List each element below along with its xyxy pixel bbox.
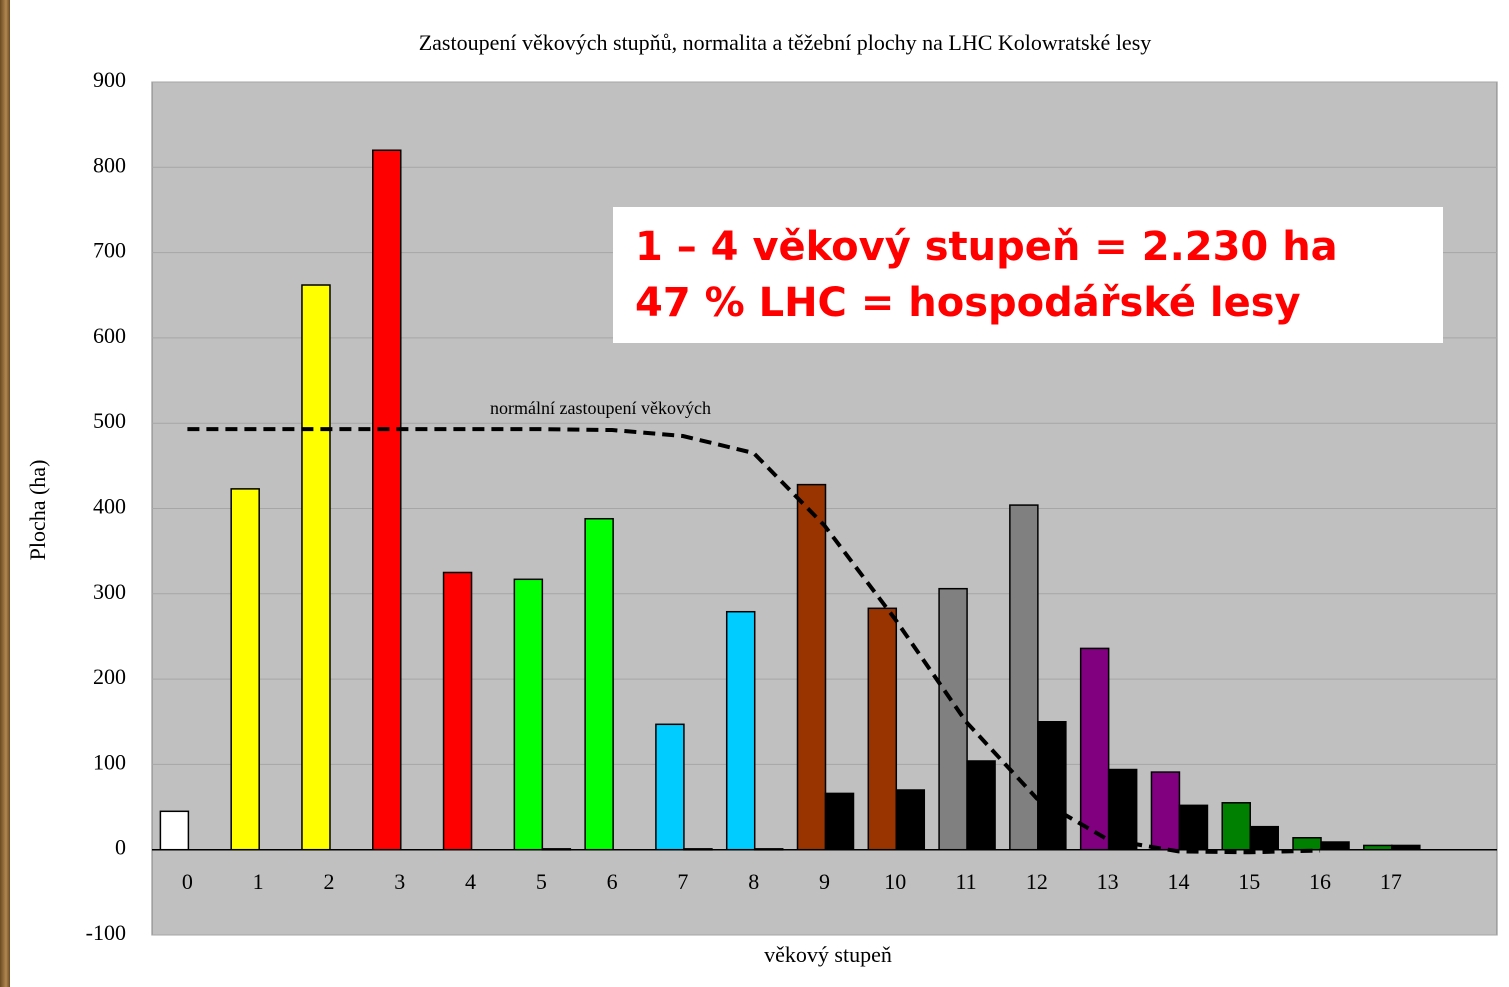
y-axis-label: Plocha (ha): [25, 460, 50, 561]
bar: [1010, 505, 1038, 850]
x-tick-label: 4: [465, 869, 476, 894]
chart-title: Zastoupení věkových stupňů, normalita a …: [419, 30, 1152, 55]
y-tick-label: 900: [93, 67, 126, 92]
bar: [302, 285, 330, 850]
bar: [1038, 722, 1066, 850]
bar: [160, 811, 188, 849]
y-tick-label: 100: [93, 749, 126, 774]
x-tick-label: 17: [1380, 869, 1402, 894]
bar: [1364, 845, 1392, 849]
bar: [826, 793, 854, 849]
bar: [231, 489, 259, 850]
x-tick-label: 3: [394, 869, 405, 894]
x-tick-label: 16: [1309, 869, 1331, 894]
bar: [1109, 770, 1137, 850]
page: Zastoupení věkových stupňů, normalita a …: [0, 0, 1509, 987]
x-tick-label: 2: [323, 869, 334, 894]
x-tick-label: 1: [253, 869, 264, 894]
bar: [1250, 827, 1278, 850]
line-label: normální zastoupení věkových: [490, 398, 711, 418]
x-tick-label: 14: [1167, 869, 1189, 894]
bar: [1081, 648, 1109, 849]
y-tick-label: 800: [93, 152, 126, 177]
bar: [1321, 842, 1349, 850]
bar: [1392, 845, 1420, 849]
x-tick-label: 0: [182, 869, 193, 894]
x-tick-label: 12: [1026, 869, 1048, 894]
bar: [755, 849, 783, 850]
bar: [656, 724, 684, 849]
bar: [373, 150, 401, 849]
x-tick-label: 13: [1097, 869, 1119, 894]
y-tick-label: 0: [115, 835, 126, 860]
bar: [1179, 805, 1207, 849]
x-tick-label: 8: [748, 869, 759, 894]
bar: [1151, 772, 1179, 850]
x-tick-label: 9: [819, 869, 830, 894]
x-tick-label: 11: [955, 869, 976, 894]
annotation: 47 % LHC = hospodářské lesy: [635, 280, 1301, 326]
bar: [939, 589, 967, 850]
bar: [1222, 803, 1250, 850]
bar: [684, 849, 712, 850]
x-axis-label: věkový stupeň: [764, 942, 892, 967]
x-tick-label: 10: [884, 869, 906, 894]
y-tick-label: 300: [93, 579, 126, 604]
chart: Zastoupení věkových stupňů, normalita a …: [0, 0, 1509, 987]
bar: [542, 849, 570, 850]
bar: [585, 519, 613, 850]
y-tick-label: -100: [86, 920, 126, 945]
y-tick-label: 200: [93, 664, 126, 689]
y-tick-label: 400: [93, 494, 126, 519]
bar: [896, 790, 924, 850]
y-tick-label: 600: [93, 323, 126, 348]
x-tick-label: 6: [607, 869, 618, 894]
bar: [727, 612, 755, 850]
y-tick-label: 500: [93, 408, 126, 433]
bar: [444, 572, 472, 849]
x-tick-label: 7: [677, 869, 688, 894]
bar: [967, 761, 995, 850]
bar: [868, 608, 896, 849]
x-tick-label: 15: [1238, 869, 1260, 894]
y-tick-label: 700: [93, 238, 126, 263]
bar: [514, 579, 542, 849]
bar: [798, 485, 826, 850]
bar: [1293, 838, 1321, 850]
annotation: 1 – 4 věkový stupeň = 2.230 ha: [635, 224, 1338, 270]
x-tick-label: 5: [536, 869, 547, 894]
